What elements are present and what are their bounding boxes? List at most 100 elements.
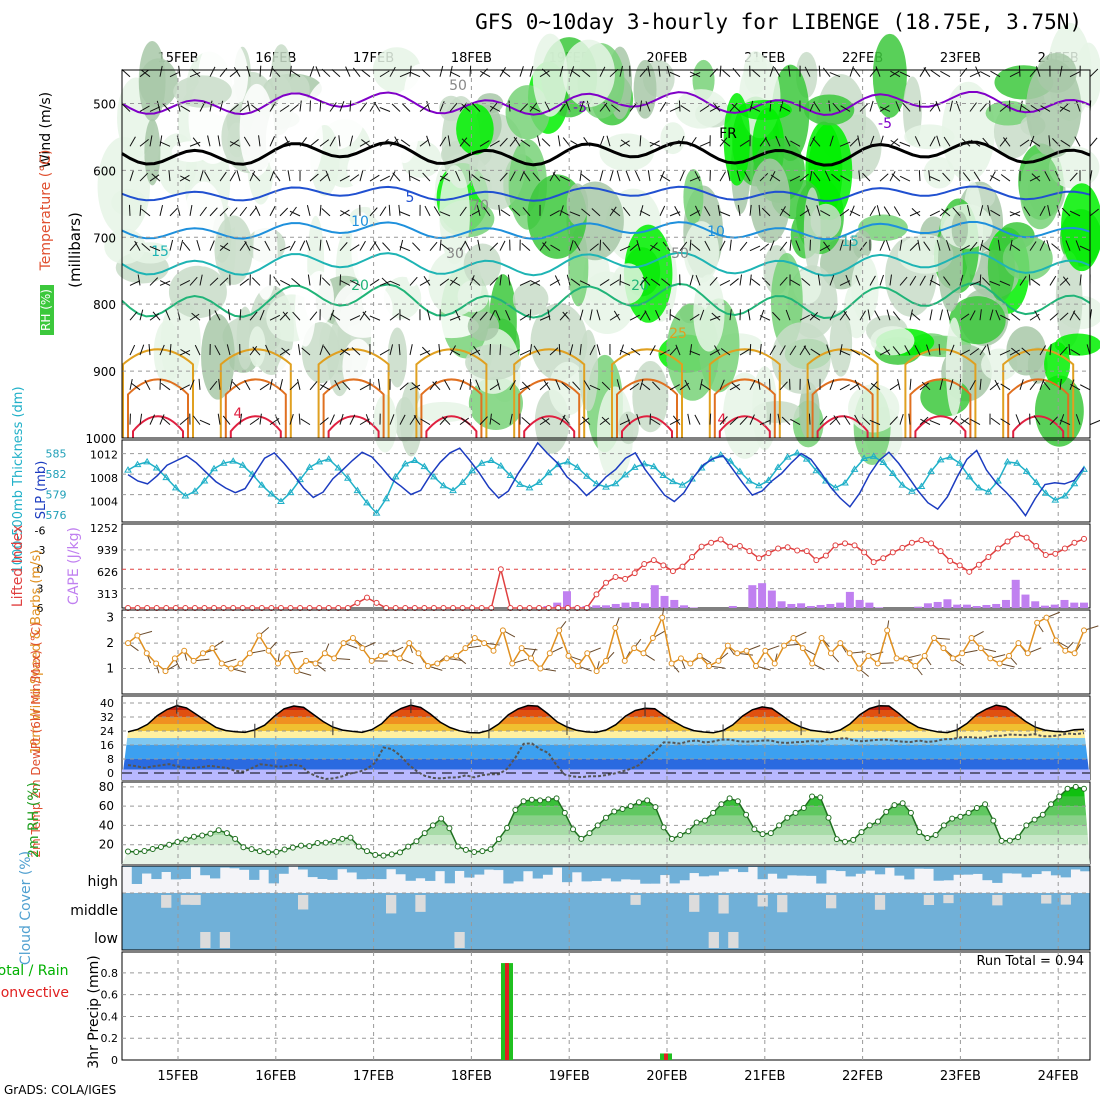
cloud-high-bar [307, 866, 319, 878]
wind-barb [669, 106, 681, 112]
wind-barb [987, 205, 991, 216]
cloud-high-bar [1060, 866, 1071, 878]
wind-barb [249, 311, 258, 321]
rh2m-point [380, 852, 387, 859]
wind-barb [935, 101, 941, 112]
wind-barb [1065, 240, 1071, 251]
wind-barb [315, 66, 321, 77]
wind-barb [151, 173, 161, 182]
rh-shading [904, 124, 955, 150]
wind-barb [361, 139, 371, 147]
wind10m-point [359, 645, 366, 652]
wind-barb [658, 65, 661, 77]
wind-barb [543, 380, 551, 391]
wind-barb [472, 103, 481, 112]
wind10m-point [996, 660, 1003, 667]
wind-barb [729, 278, 739, 286]
wind-barb [719, 211, 731, 217]
wind-barb [359, 240, 366, 251]
wind-barb [379, 280, 391, 286]
rh2m-point [133, 848, 140, 855]
cape-bar [1080, 602, 1088, 608]
rh2m-point [594, 822, 601, 829]
wind-barb [198, 378, 201, 390]
wind-barb [454, 310, 461, 321]
lifted-index-point [1004, 538, 1011, 545]
rh-shading [771, 322, 831, 394]
wind-barb [902, 102, 911, 112]
rh2m-point [833, 836, 840, 843]
contour-label: 20 [351, 278, 369, 294]
wind-barb [639, 276, 648, 286]
thickness-point [974, 483, 983, 491]
wind-barb [289, 65, 292, 77]
wind-barb [923, 241, 931, 251]
wind-barb [589, 243, 599, 252]
cloud-high-bar [522, 866, 534, 872]
thickness-point [430, 472, 438, 480]
wind-barb [247, 100, 251, 112]
wind-barb [770, 174, 781, 182]
wind-barb [1028, 274, 1031, 286]
wind-barb [929, 309, 933, 321]
wind-barb [636, 239, 641, 251]
cloud-high-bar [532, 866, 543, 879]
wind-barb [244, 240, 251, 251]
chart-title: GFS 0~10day 3-hourly for LIBENGE (18.75E… [475, 10, 1082, 34]
wind-barb [699, 141, 711, 147]
wind-barb [923, 67, 931, 77]
cloud-high-bar [464, 866, 475, 878]
date-label-bottom: 23FEB [940, 1069, 981, 1084]
wind-barb [423, 275, 431, 286]
cloud-mid-gap [874, 895, 886, 910]
thickness-point [353, 486, 362, 494]
wind-barb [781, 416, 791, 425]
wind10m-axis-label: 10m Wind Speed & Barbs (m/s) [29, 550, 44, 755]
thickness-point [850, 465, 859, 472]
wind10m-point [162, 668, 169, 675]
wind-barb [909, 309, 913, 321]
wind10m-point [790, 635, 797, 641]
wind-barb [989, 280, 1001, 286]
rh2m-point [364, 848, 370, 855]
wind-barb [1046, 239, 1051, 251]
wind-barb [1079, 274, 1082, 286]
pressure-tick-label: 900 [93, 365, 116, 379]
slp-line [127, 441, 1085, 517]
wind-barb [1035, 66, 1041, 77]
wind-barb [439, 278, 450, 286]
lifted-index-point [956, 562, 963, 569]
lifted-index-point [736, 542, 743, 549]
wind-barb [542, 242, 551, 251]
cape-bar [914, 606, 923, 608]
thickness-point [296, 475, 304, 483]
wind-barb [959, 274, 964, 286]
wind10m-point [246, 650, 253, 657]
wind-barb [269, 136, 276, 147]
wind10m-point [762, 647, 769, 654]
wind10m-point [378, 652, 385, 659]
wind-barb [875, 66, 881, 77]
wind-barb [829, 72, 841, 78]
lifted-index-point [354, 599, 361, 606]
wind-barb [339, 274, 342, 286]
wind-barb [1042, 380, 1051, 391]
cloud-axis-label: Cloud Cover (%) [18, 851, 34, 965]
thickness-point [802, 455, 811, 462]
wind-barb [309, 311, 318, 321]
wind-barb [179, 239, 184, 251]
wind-barb [981, 277, 991, 286]
wind-barb [389, 171, 396, 182]
wind-barb [349, 135, 354, 147]
wind-barb [161, 416, 171, 425]
wind-barb [1062, 276, 1071, 286]
temp2m-tick-label: 8 [107, 753, 114, 766]
wind10m-point [546, 650, 553, 657]
wind-barb [557, 135, 561, 147]
cloud-high-bar [914, 866, 925, 869]
wind10m-point [593, 668, 600, 675]
wind-barb [769, 100, 772, 112]
wind-barb [519, 313, 530, 321]
wind-barb [579, 309, 584, 321]
wind-barb [980, 71, 991, 78]
